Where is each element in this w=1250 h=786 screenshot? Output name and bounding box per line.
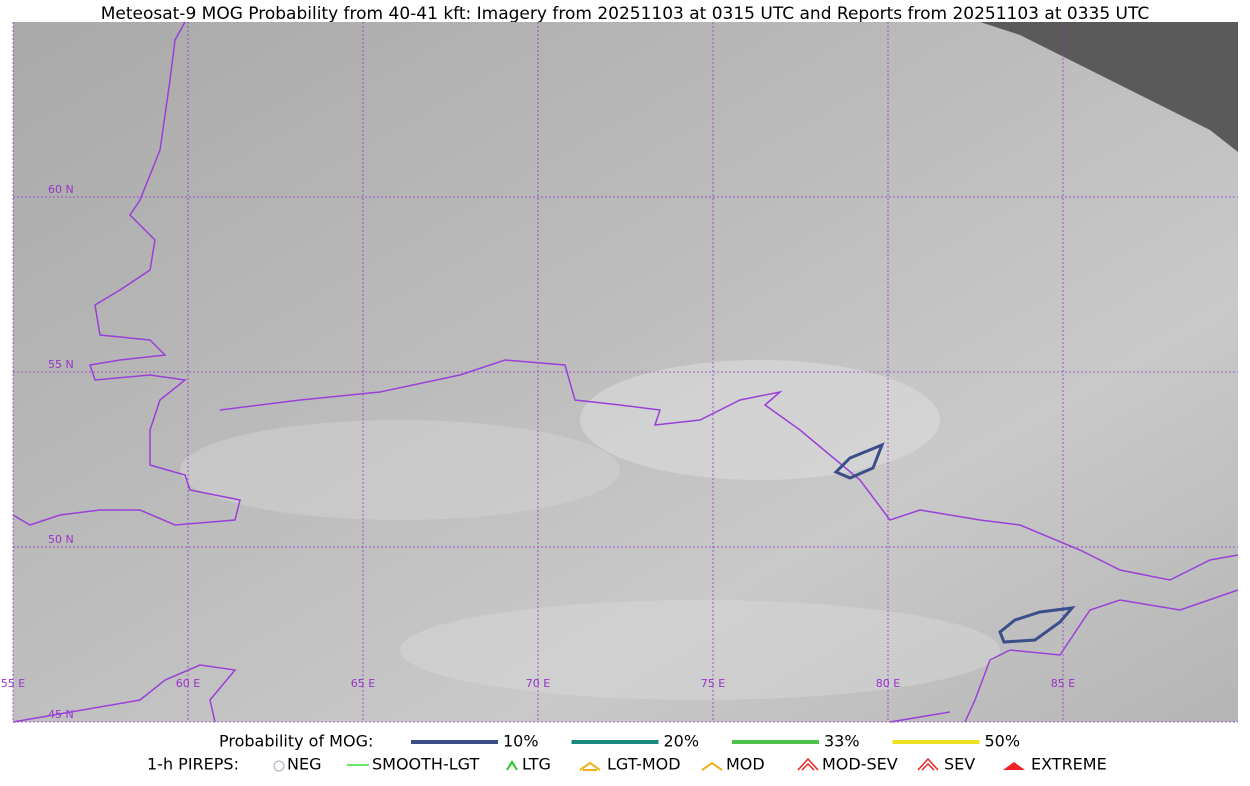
cloud [180,420,620,520]
ltg-icon [506,760,518,771]
pirep-label: SEV [944,755,975,774]
mog-contour-10 [833,442,885,480]
mod-icon [701,761,723,771]
lon-label: 60 E [176,677,200,690]
pirep-label: MOD [726,755,765,774]
lon-label: 85 E [1051,677,1075,690]
legend-title: 1-h PIREPS: [147,755,239,774]
lon-label: 65 E [351,677,375,690]
pirep-label: MOD-SEV [822,755,898,774]
pirep-label: EXTREME [1031,755,1107,774]
cloud [580,360,940,480]
pirep-label: LGT-MOD [607,755,681,774]
lon-label: 80 E [876,677,900,690]
lat-label: 55 N [48,358,74,371]
legend-label: 20% [664,732,700,751]
legend-title: Probability of MOG: [219,732,373,751]
legend-label: 10% [503,732,539,751]
mog-contour-10 [998,606,1076,644]
pirep-label: SMOOTH-LGT [372,755,479,774]
country-border [12,589,1239,723]
sev-icon [917,757,939,771]
mod-sev-icon [797,757,819,771]
lat-label: 45 N [48,708,74,721]
lon-label: 70 E [526,677,550,690]
lat-label: 60 N [48,183,74,196]
pirep-label: LTG [522,755,551,774]
lon-label: 55 E [1,677,25,690]
pirep-label: NEG [287,755,321,774]
extreme-icon [1003,762,1025,770]
legend-label: 50% [985,732,1021,751]
lgt-mod-icon [579,761,601,771]
lat-label: 50 N [48,533,74,546]
cloud [400,600,1000,700]
lon-label: 75 E [701,677,725,690]
legend: Probability of MOG: 1-h PIREPS: 10% 20% 33… [147,732,1107,774]
graticule: 55 E 60 E 65 E 70 E 75 E 80 E 85 E 45 N 50 N 55 N… [1,22,1238,723]
country-border [12,21,1239,581]
legend-label: 33% [824,732,860,751]
title: Meteosat-9 MOG Probability from 40-41 kf… [101,4,1150,24]
no-data-region [980,22,1238,152]
neg-icon [273,760,285,772]
